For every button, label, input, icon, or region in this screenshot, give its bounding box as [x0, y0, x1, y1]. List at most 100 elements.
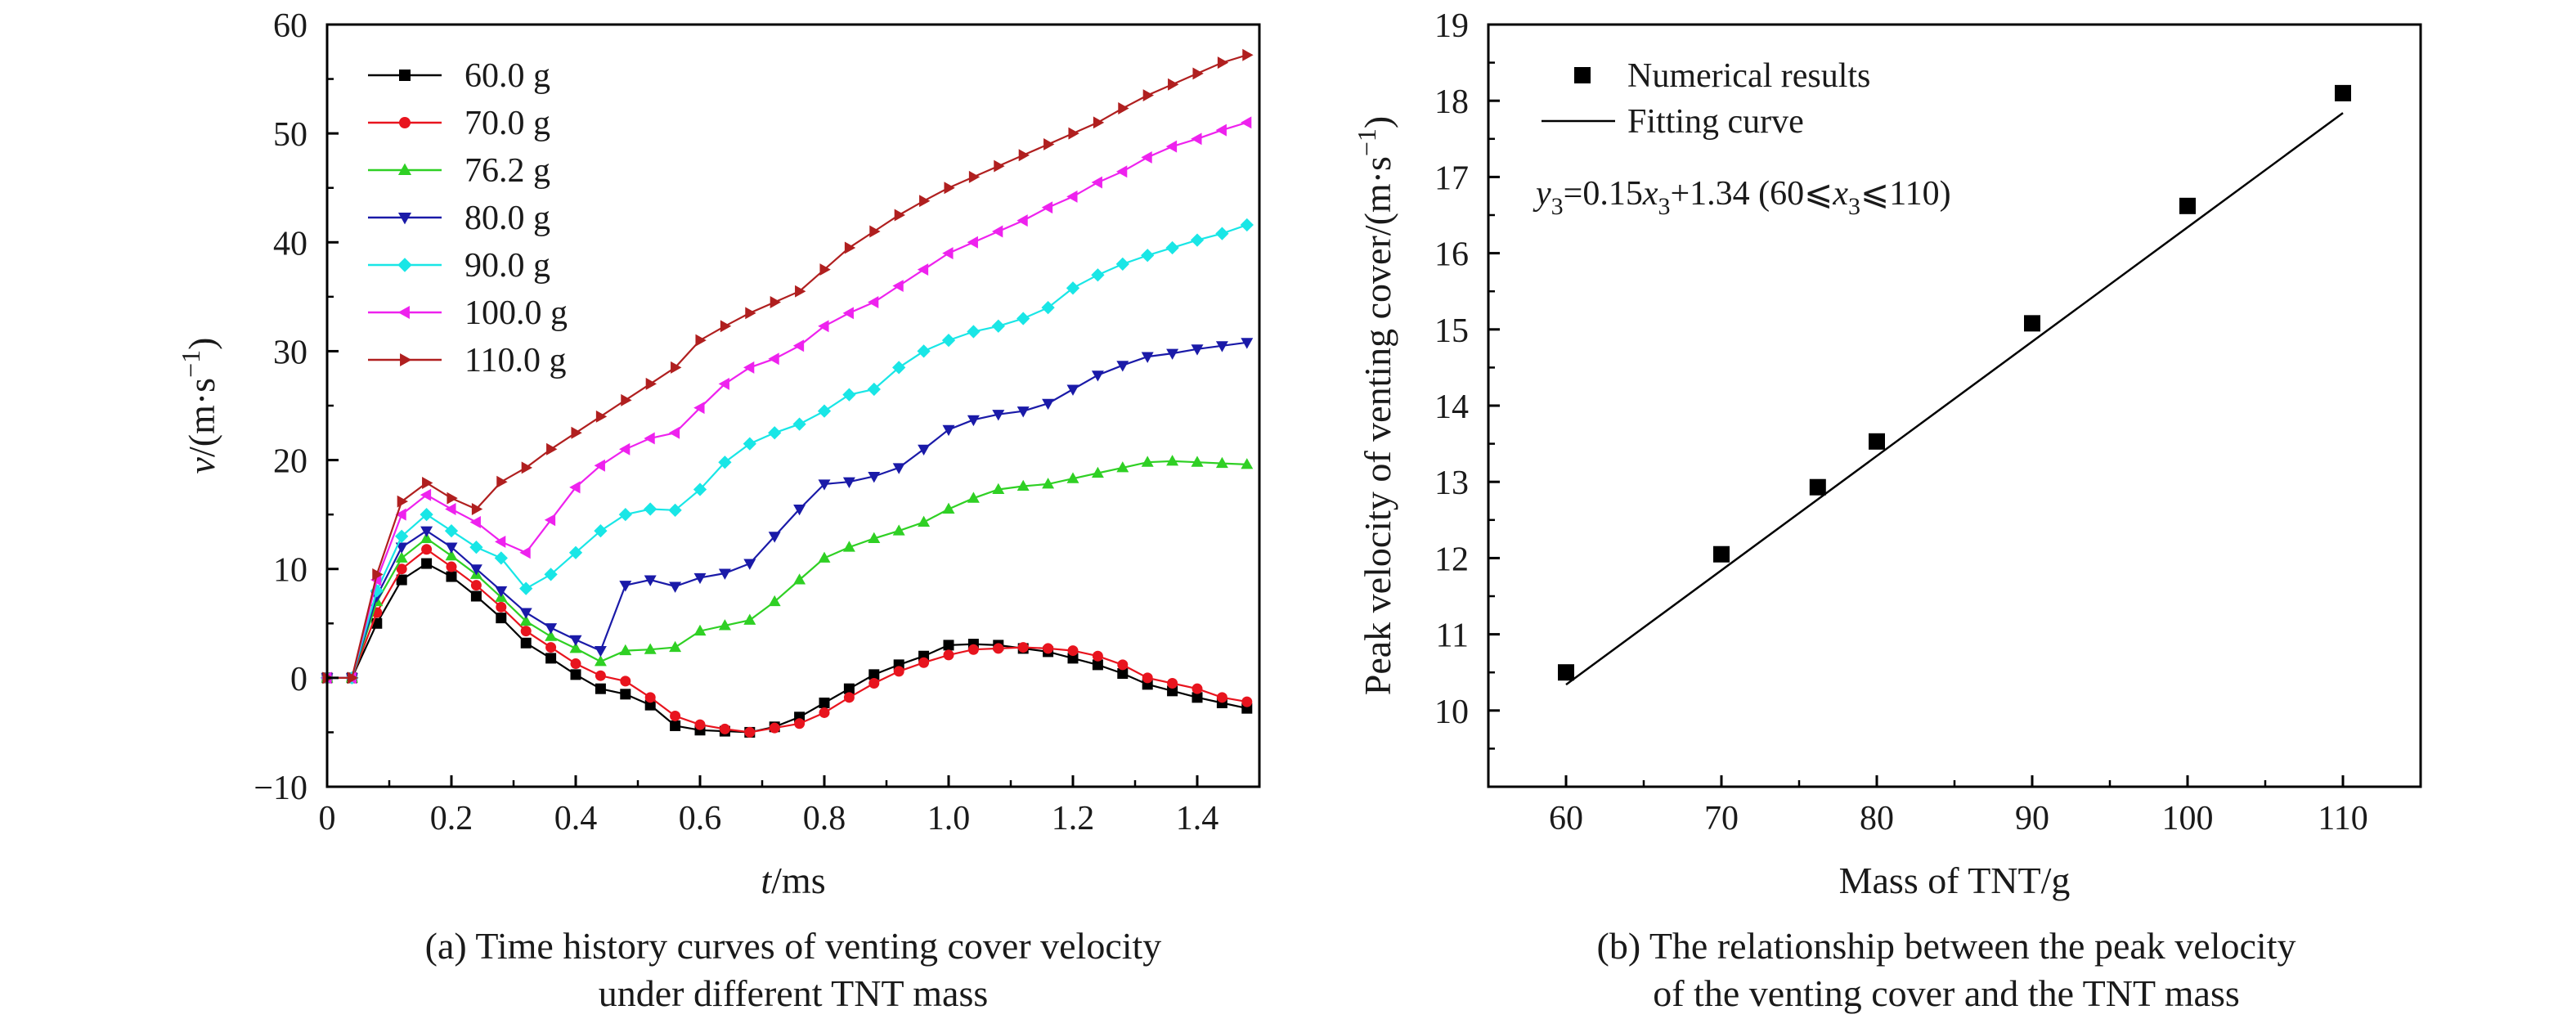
data-point-1-30: [1067, 645, 1079, 657]
data-point-0-21: [843, 683, 855, 694]
data-point-1-27: [993, 643, 1004, 654]
data-point-6-22: [869, 225, 881, 238]
data-point-5-30: [1066, 190, 1078, 203]
y-tick-label: 10: [273, 552, 307, 590]
data-point-4-31: [1091, 268, 1105, 282]
data-point-3-8: [519, 608, 532, 619]
data-point-5-4: [420, 488, 432, 501]
data-point-1-37: [1241, 696, 1253, 707]
data-point-1-23: [893, 666, 904, 677]
data-point-0-4: [421, 558, 433, 569]
data-point-4-35: [1190, 233, 1205, 247]
data-point-0-31: [1092, 659, 1103, 671]
x-tick-label: 70: [1704, 800, 1739, 837]
data-point-5-7: [495, 535, 506, 548]
numerical-point-1: [1713, 545, 1730, 563]
data-point-4-3: [395, 529, 409, 543]
data-point-1-33: [1142, 672, 1153, 684]
data-point-5-9: [544, 514, 556, 527]
data-point-4-21: [842, 388, 856, 402]
data-point-5-3: [395, 508, 406, 521]
x-tick-label: 100: [2162, 800, 2214, 837]
legend-label: 90.0 g: [464, 247, 550, 285]
data-point-3-24: [918, 444, 931, 456]
data-point-5-16: [718, 377, 729, 390]
data-point-4-5: [444, 523, 459, 538]
data-point-5-20: [818, 320, 829, 333]
series-line-0: [327, 562, 1248, 734]
data-point-2-14: [669, 640, 682, 653]
data-point-2-19: [793, 573, 806, 585]
data-point-0-6: [470, 590, 482, 602]
data-point-5-18: [768, 352, 779, 366]
data-point-5-25: [942, 247, 954, 260]
data-point-0-8: [520, 637, 532, 649]
data-point-2-5: [445, 549, 458, 561]
y-tick-label: 40: [273, 225, 307, 263]
data-point-6-3: [397, 495, 408, 508]
data-point-6-16: [720, 320, 732, 333]
data-point-4-24: [917, 344, 931, 358]
data-point-4-8: [519, 581, 533, 595]
data-point-5-31: [1091, 176, 1102, 189]
data-point-5-22: [868, 296, 879, 308]
data-point-5-35: [1191, 132, 1202, 146]
data-point-4-25: [941, 333, 956, 348]
data-point-4-13: [644, 502, 657, 516]
data-point-6-11: [595, 410, 608, 423]
data-point-4-23: [892, 361, 906, 375]
numerical-point-0: [1558, 664, 1574, 681]
legend-marker: [399, 70, 411, 81]
data-point-5-33: [1141, 150, 1152, 164]
data-point-6-13: [645, 377, 657, 390]
data-point-1-25: [943, 649, 954, 661]
data-point-3-18: [768, 532, 781, 543]
legend-label: 70.0 g: [464, 105, 550, 142]
data-point-4-32: [1115, 257, 1129, 272]
data-point-3-11: [594, 646, 607, 658]
series-line-1: [327, 548, 1247, 734]
data-point-6-32: [1118, 102, 1129, 114]
data-point-2-10: [569, 642, 582, 653]
data-point-0-25: [943, 640, 954, 651]
data-point-5-32: [1116, 165, 1128, 178]
y-tick-label: 16: [1434, 236, 1469, 274]
data-point-2-36: [1215, 456, 1228, 469]
data-point-2-4: [420, 532, 433, 543]
data-point-4-16: [718, 456, 732, 469]
data-point-3-26: [967, 415, 980, 427]
data-point-6-18: [770, 296, 781, 308]
caption-b: (b) The relationship between the peak ve…: [1341, 923, 2551, 1017]
data-point-2-22: [868, 532, 881, 543]
data-point-5-29: [1041, 201, 1053, 214]
legend-label: Numerical results: [1627, 57, 1870, 95]
numerical-point-6: [2335, 84, 2351, 101]
x-tick-label: 1.4: [1176, 800, 1219, 837]
data-point-1-8: [520, 626, 532, 637]
data-point-6-31: [1093, 116, 1105, 129]
data-point-0-13: [644, 699, 656, 711]
data-point-2-30: [1066, 472, 1079, 483]
data-point-1-9: [545, 642, 557, 653]
data-point-1-32: [1117, 659, 1129, 671]
data-point-5-12: [619, 442, 631, 456]
data-point-3-4: [420, 526, 433, 537]
data-point-2-37: [1241, 458, 1254, 469]
data-point-3-23: [892, 463, 905, 474]
data-point-5-17: [743, 361, 755, 374]
data-point-3-20: [818, 479, 831, 491]
data-point-0-35: [1192, 692, 1203, 703]
data-point-4-6: [469, 540, 483, 554]
y-tick-label: 15: [1434, 312, 1469, 350]
data-point-0-22: [868, 669, 880, 680]
legend-marker: [397, 305, 410, 320]
data-point-4-12: [618, 508, 632, 522]
data-point-6-12: [621, 393, 632, 406]
y-tick-label: 12: [1434, 541, 1469, 578]
data-point-3-21: [842, 477, 855, 488]
chart-a-x-ticks: 0 0.2 0.4 0.6 0.8 1.0 1.2 1.4: [319, 775, 1261, 837]
data-point-6-5: [447, 492, 458, 505]
data-point-2-32: [1116, 461, 1129, 473]
data-point-3-33: [1141, 352, 1154, 363]
data-point-1-31: [1092, 650, 1103, 662]
